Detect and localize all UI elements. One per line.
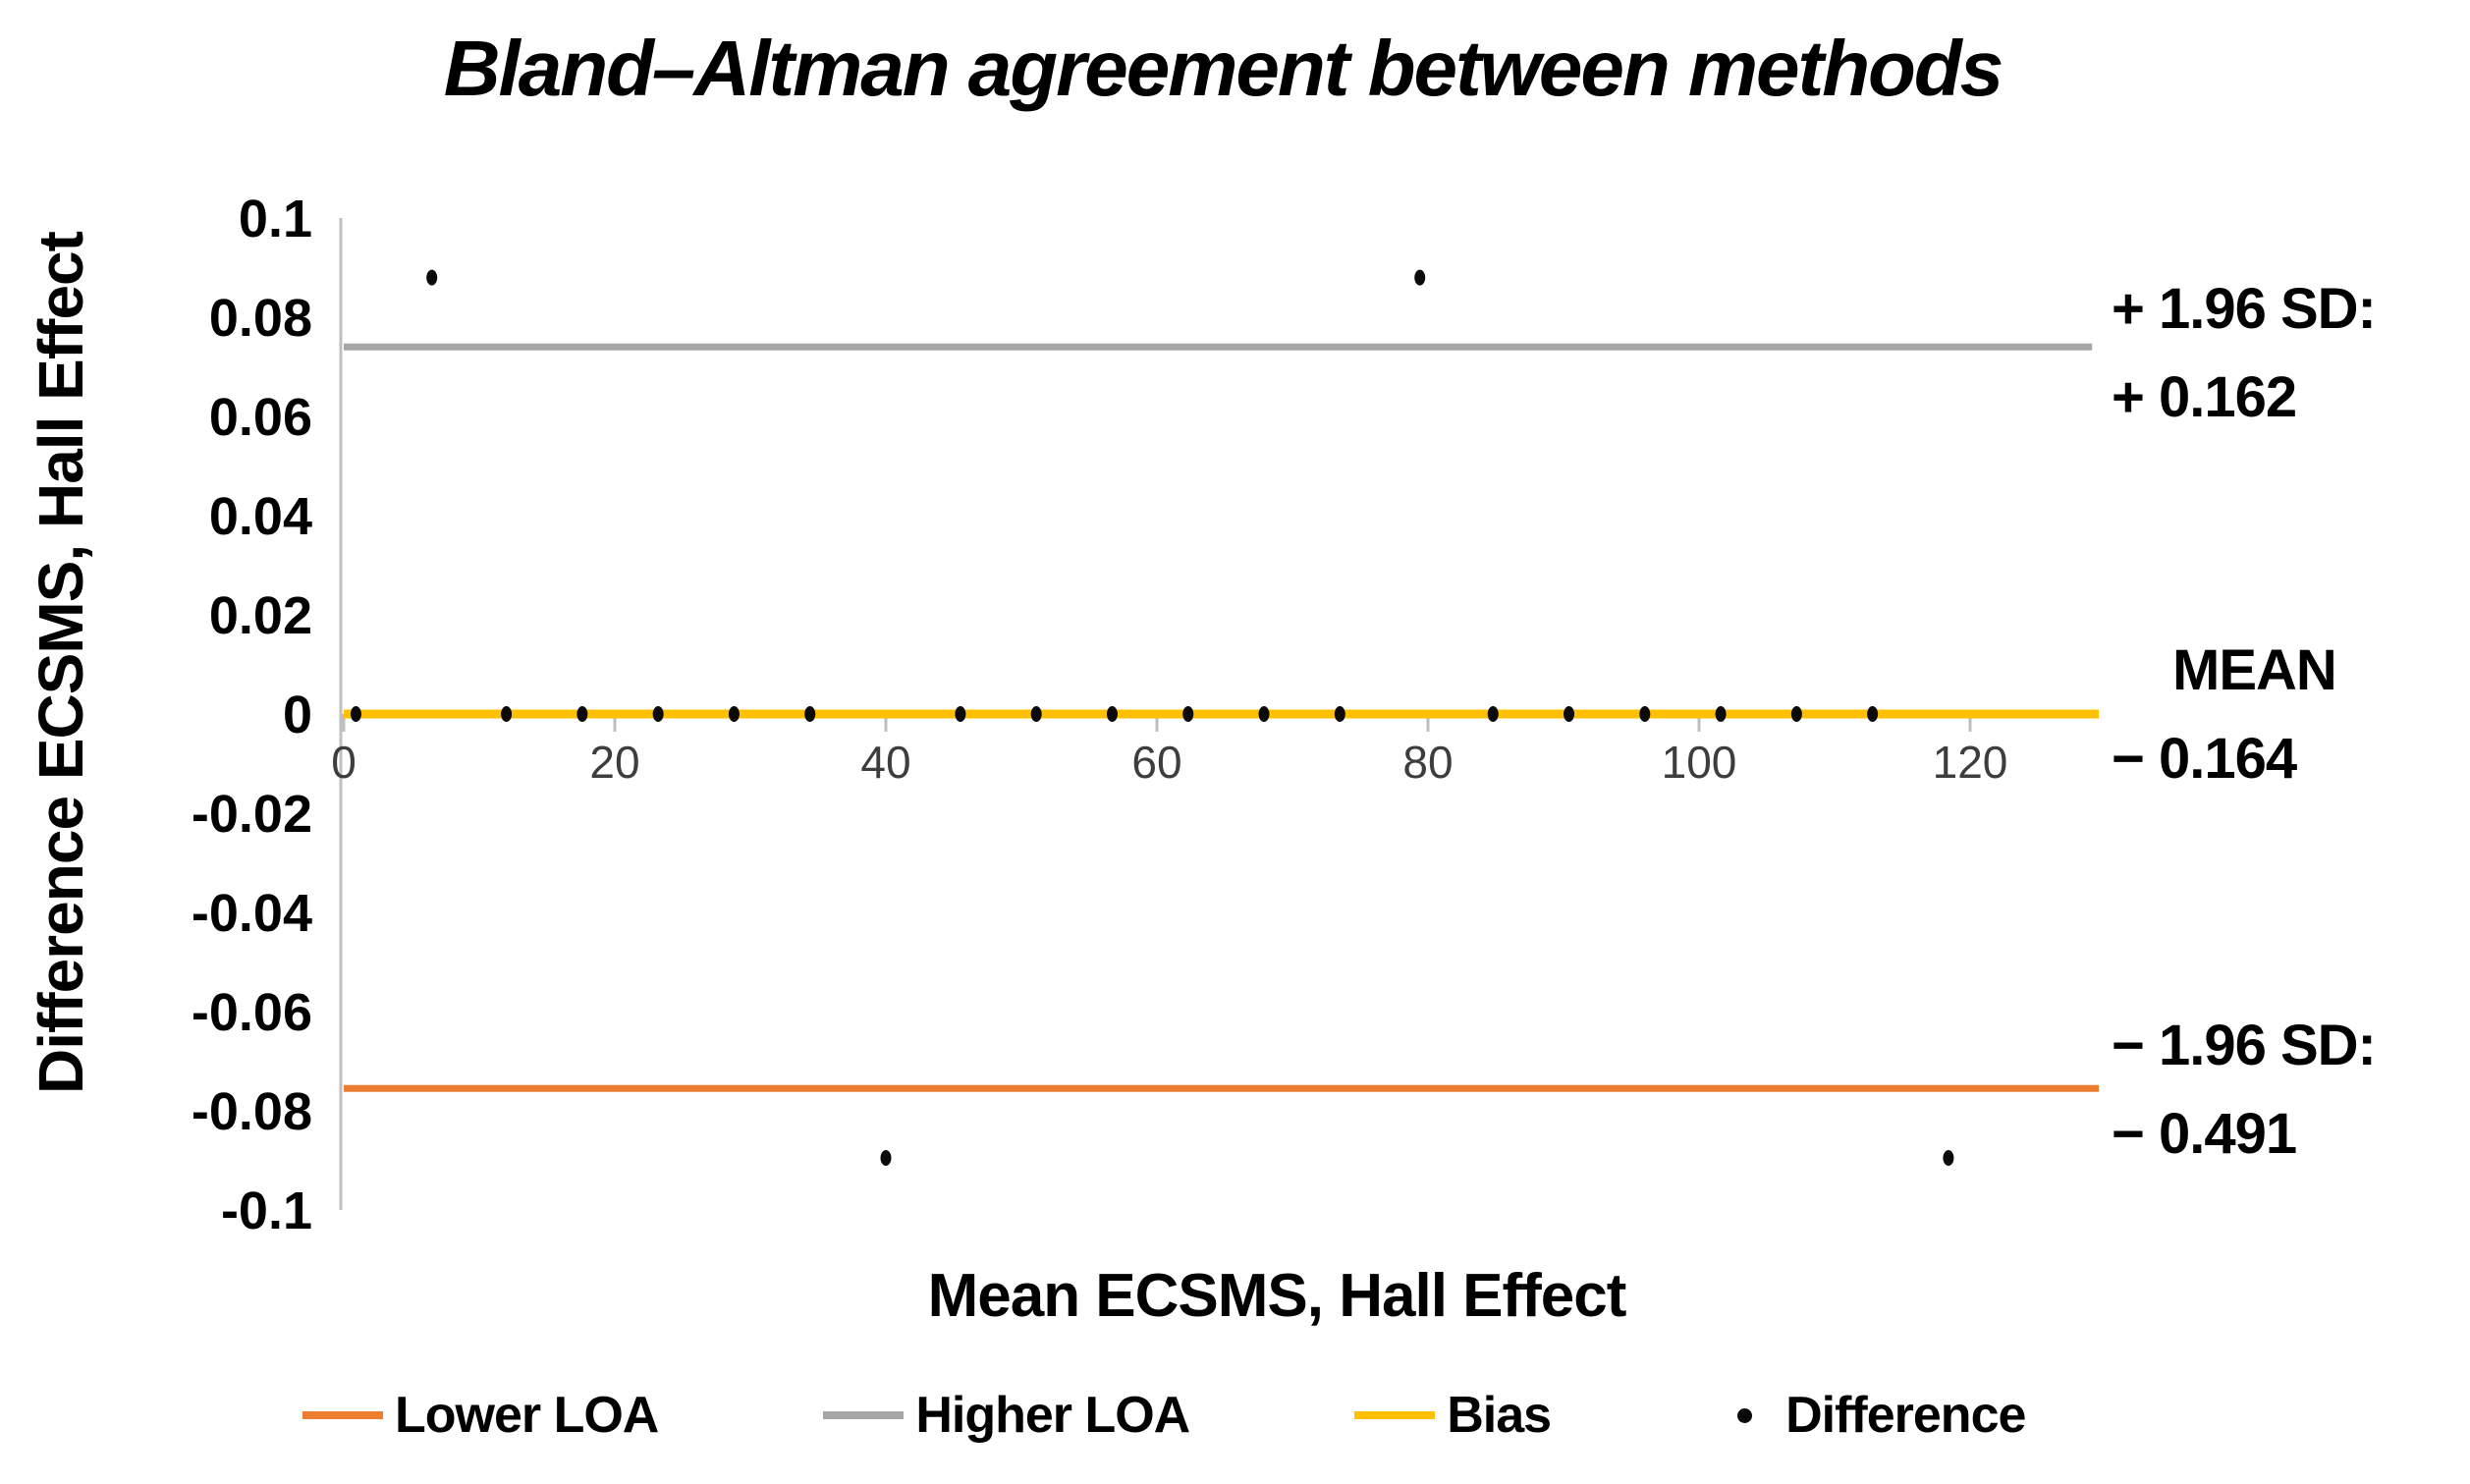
difference-point (1414, 269, 1426, 286)
y-axis-tick-label: 0.08 (209, 289, 312, 348)
difference-point (728, 706, 740, 722)
y-axis-tick-label: -0.02 (192, 785, 312, 844)
x-axis-tick-label: 0 (331, 737, 357, 788)
difference-point (1564, 706, 1575, 722)
mean-annotation: MEAN − 0.164 (2112, 627, 2337, 803)
difference-point (1258, 706, 1270, 722)
difference-point (652, 706, 664, 722)
difference-point (955, 706, 966, 722)
y-axis-tick-label: -0.04 (192, 884, 312, 943)
difference-point (1030, 706, 1042, 722)
legend-label-difference: Difference (1785, 1387, 2026, 1444)
legend-item-difference: Difference (1716, 1386, 2026, 1445)
y-axis-tick-label: 0 (283, 686, 312, 744)
upper-loa-annotation: + 1.96 SD: + 0.162 (2112, 265, 2377, 442)
y-axis-tick-label: 0.02 (209, 586, 312, 645)
legend-lower-loa-line-swatch (302, 1411, 383, 1419)
difference-point (1106, 706, 1118, 722)
legend-difference-dot-marker (1737, 1407, 1753, 1423)
upper-loa-annotation-value: + 0.162 (2112, 365, 2297, 429)
x-axis-title: Mean ECSMS, Hall Effect (927, 1262, 1627, 1330)
x-axis-tick-label: 80 (1402, 737, 1453, 788)
y-axis-tick-label: 0.06 (209, 388, 312, 447)
difference-point (1182, 706, 1194, 722)
legend-label-bias: Bias (1447, 1387, 1552, 1444)
legend-item-lower-loa: Lower LOA (302, 1386, 659, 1445)
difference-point (501, 706, 513, 722)
chart-title: Bland–Altman agreement between methods (443, 25, 2004, 112)
x-axis-tick-label: 20 (589, 737, 639, 788)
difference-point (1867, 706, 1879, 722)
x-axis-tick-label: 40 (860, 737, 910, 788)
y-axis-tick-label: 0.1 (239, 190, 312, 248)
x-axis-tick-label: 120 (1933, 737, 2008, 788)
lower-loa-annotation-line1: − 1.96 SD: (2112, 1014, 2377, 1077)
lower-loa-annotation-value: − 0.491 (2112, 1102, 2297, 1166)
legend-label-higher-loa: Higher LOA (915, 1387, 1190, 1444)
mean-annotation-line1: MEAN (2172, 638, 2337, 702)
difference-point (1715, 706, 1727, 722)
legend-higher-loa-line-swatch (823, 1411, 905, 1419)
difference-point (576, 706, 588, 722)
upper-loa-annotation-line1: + 1.96 SD: (2112, 277, 2377, 341)
difference-point (1334, 706, 1345, 722)
legend-label-lower-loa: Lower LOA (395, 1387, 659, 1444)
legend-item-bias: Bias (1354, 1386, 1552, 1445)
difference-point (1943, 1149, 1954, 1166)
legend: Lower LOA Higher LOA Bias Difference (302, 1381, 2026, 1450)
y-axis-tick-label: -0.06 (192, 983, 312, 1042)
difference-point (350, 706, 361, 722)
difference-point (426, 269, 438, 286)
legend-item-higher-loa: Higher LOA (823, 1386, 1190, 1445)
difference-point (1790, 706, 1802, 722)
legend-bias-line-swatch (1354, 1411, 1436, 1419)
x-axis-tick-label: 100 (1662, 737, 1737, 788)
difference-point (880, 1149, 892, 1166)
y-axis-tick-label: 0.04 (209, 487, 312, 546)
mean-annotation-value: − 0.164 (2112, 727, 2297, 791)
lower-loa-annotation: − 1.96 SD: − 0.491 (2112, 1002, 2377, 1179)
difference-point (1487, 706, 1499, 722)
difference-point (1639, 706, 1651, 722)
difference-point (804, 706, 816, 722)
x-axis-tick-label: 60 (1131, 737, 1181, 788)
y-axis-tick-label: -0.1 (221, 1182, 312, 1240)
y-axis-tick-label: -0.08 (192, 1082, 312, 1141)
